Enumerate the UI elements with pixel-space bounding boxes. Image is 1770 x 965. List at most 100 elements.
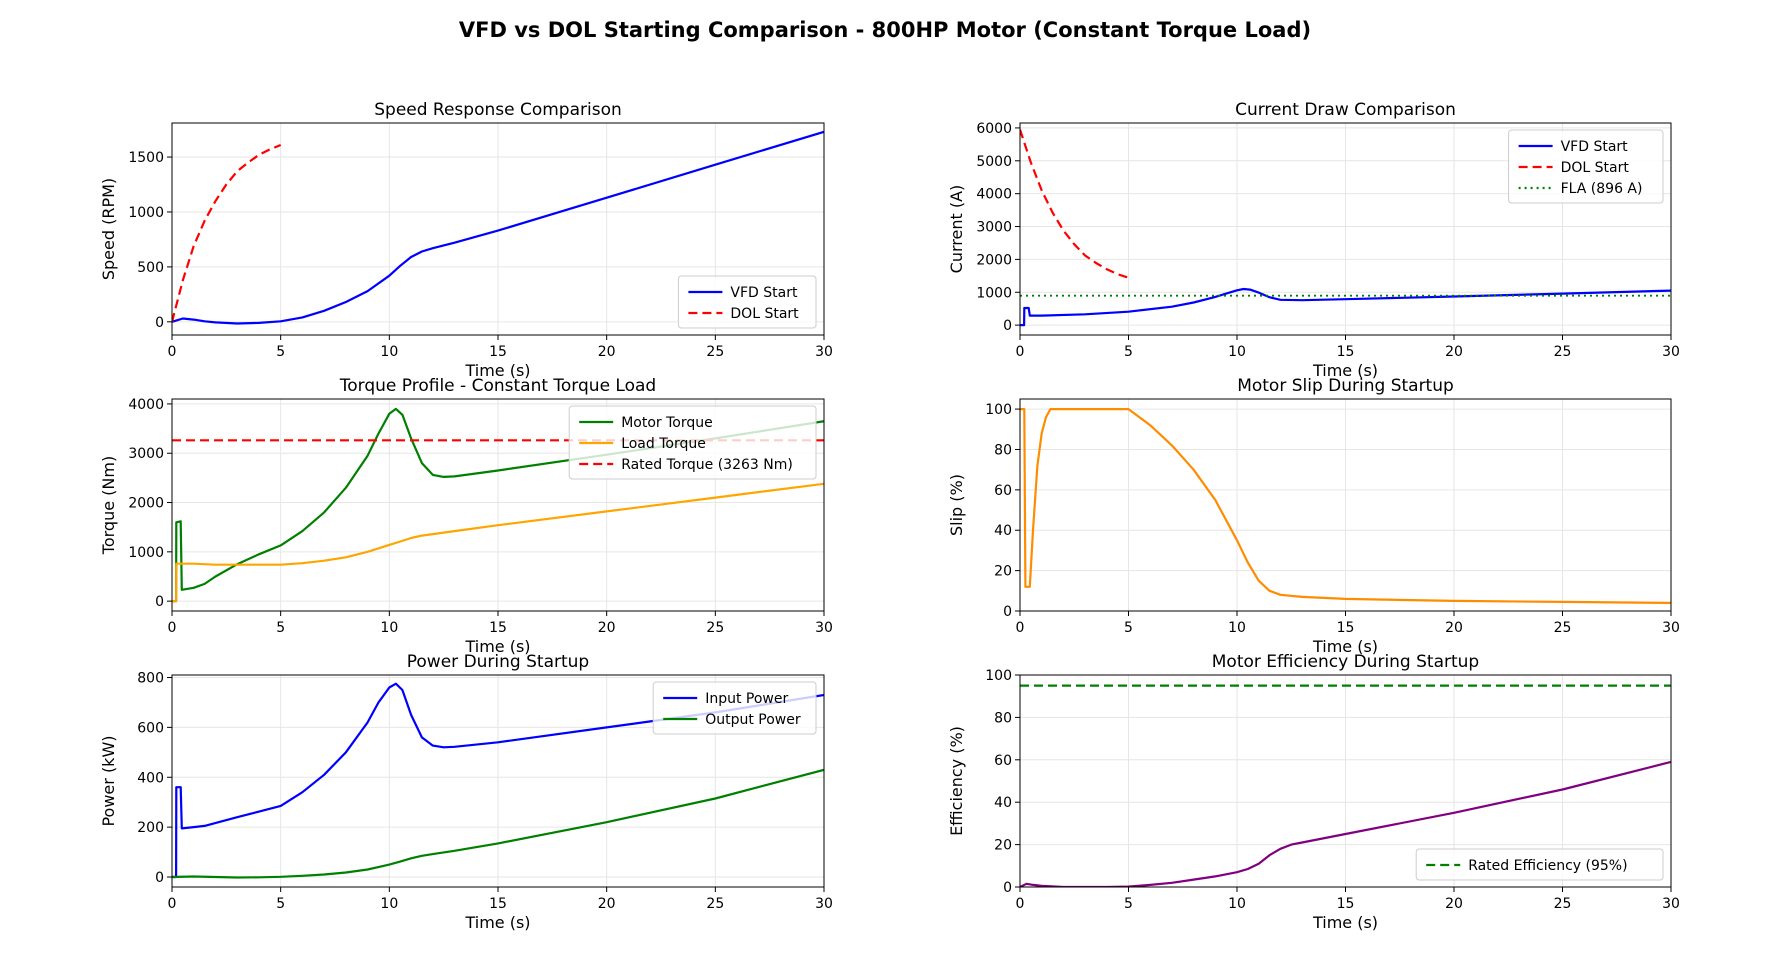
legend: VFD Start DOL Start [677, 275, 817, 329]
legend-label: Output Power [705, 712, 801, 728]
y-axis-label: Torque (Nm) [99, 456, 118, 555]
chart-torque: 0 5 10 15 20 25 30 0 1000 2000 3000 4000 Time (s) Tor… [99, 376, 833, 656]
legend: Rated Efficiency (95%) [1415, 848, 1664, 881]
y-axis-label: Slip (%) [947, 474, 966, 536]
legend-label: DOL Start [730, 306, 799, 322]
x-tick-label: 0 [168, 344, 177, 360]
x-tick-label: 30 [1662, 344, 1680, 360]
x-tick-label: 15 [489, 344, 507, 360]
chart-title: Motor Slip During Startup [1237, 376, 1454, 396]
x-tick-label: 10 [380, 896, 398, 912]
y-tick-label: 2000 [128, 496, 164, 512]
x-tick-label: 10 [1228, 344, 1246, 360]
series-line-current-1 [1020, 129, 1129, 279]
series-line-slip-0 [1020, 408, 1671, 604]
series-line-current-0 [1020, 287, 1671, 327]
x-tick-label: 25 [1554, 896, 1572, 912]
chart-slip: 0 5 10 15 20 25 30 0 20 40 60 80 100 Time (s) Slip (%)… [947, 376, 1680, 656]
x-tick-label: 25 [1554, 620, 1572, 636]
legend-label: Rated Efficiency (95%) [1468, 858, 1627, 874]
x-tick-label: 0 [1016, 344, 1025, 360]
legend: VFD Start DOL Start FLA (896 A) [1508, 129, 1664, 204]
y-axis-label: Efficiency (%) [947, 726, 966, 836]
x-tick-label: 20 [598, 344, 616, 360]
y-tick-label: 0 [155, 594, 164, 610]
x-tick-label: 30 [815, 896, 833, 912]
legend: Motor Torque Load Torque Rated Torque (326… [568, 405, 817, 480]
y-tick-label: 800 [137, 670, 164, 686]
series-line-power-0 [172, 682, 824, 879]
x-tick-label: 10 [380, 620, 398, 636]
y-tick-label: 1000 [128, 205, 164, 221]
y-tick-label: 60 [994, 753, 1012, 769]
y-tick-label: 1000 [128, 545, 164, 561]
x-axis-label: Time (s) [464, 913, 530, 932]
chart-title: Speed Response Comparison [374, 100, 622, 120]
legend-box [1415, 848, 1664, 881]
chart-title: Current Draw Comparison [1235, 100, 1456, 120]
series-line-torque-1 [172, 482, 824, 603]
x-tick-label: 5 [1124, 344, 1133, 360]
chart-title: Power During Startup [407, 652, 589, 672]
y-tick-label: 400 [137, 770, 164, 786]
x-tick-label: 0 [168, 620, 177, 636]
x-tick-label: 25 [1554, 344, 1572, 360]
x-tick-label: 25 [706, 620, 724, 636]
series-line-power-1 [172, 768, 824, 879]
y-tick-label: 5000 [976, 154, 1012, 170]
y-tick-label: 3000 [976, 220, 1012, 236]
x-tick-label: 5 [1124, 896, 1133, 912]
x-tick-label: 10 [1228, 620, 1246, 636]
y-tick-label: 100 [985, 402, 1012, 418]
x-tick-label: 20 [1445, 620, 1463, 636]
y-tick-label: 80 [994, 442, 1012, 458]
x-tick-label: 15 [1337, 620, 1355, 636]
y-axis-label: Current (A) [947, 185, 966, 274]
y-tick-label: 4000 [128, 397, 164, 413]
y-tick-label: 1000 [976, 285, 1012, 301]
y-tick-label: 20 [994, 838, 1012, 854]
x-tick-label: 15 [1337, 896, 1355, 912]
y-tick-label: 1500 [128, 150, 164, 166]
legend-label: Rated Torque (3263 Nm) [621, 457, 793, 473]
y-tick-label: 6000 [976, 121, 1012, 137]
x-tick-label: 30 [815, 344, 833, 360]
x-tick-label: 0 [168, 896, 177, 912]
figure-title: VFD vs DOL Starting Comparison - 800HP M… [458, 18, 1312, 42]
x-tick-label: 5 [276, 896, 285, 912]
legend-label: Motor Torque [621, 415, 713, 431]
y-tick-label: 3000 [128, 446, 164, 462]
legend-box [652, 681, 817, 735]
chart-efficiency: 0 5 10 15 20 25 30 0 20 40 60 80 100 Time (s) Efficien… [947, 652, 1680, 932]
x-tick-label: 30 [1662, 896, 1680, 912]
y-axis-label: Power (kW) [99, 735, 118, 826]
y-tick-label: 4000 [976, 187, 1012, 203]
y-tick-label: 40 [994, 795, 1012, 811]
legend-label: DOL Start [1561, 160, 1630, 176]
y-tick-label: 600 [137, 720, 164, 736]
y-axis-label: Speed (RPM) [99, 178, 118, 280]
x-axis-label: Time (s) [464, 637, 530, 656]
legend: Input Power Output Power [652, 681, 817, 735]
x-tick-label: 0 [1016, 896, 1025, 912]
series-line-torque-0 [172, 407, 824, 603]
x-tick-label: 20 [598, 896, 616, 912]
legend-box [1508, 129, 1664, 204]
x-tick-label: 30 [1662, 620, 1680, 636]
series-line-speed-1 [172, 143, 282, 323]
x-tick-label: 10 [380, 344, 398, 360]
x-tick-label: 5 [1124, 620, 1133, 636]
y-tick-label: 100 [985, 668, 1012, 684]
x-tick-label: 20 [1445, 896, 1463, 912]
y-tick-label: 200 [137, 820, 164, 836]
y-tick-label: 20 [994, 564, 1012, 580]
legend-box [568, 405, 817, 480]
chart-current: 0 5 10 15 20 25 30 0 1000 2000 3000 4000 5000 6000 Tim… [947, 100, 1680, 380]
y-tick-label: 0 [1003, 318, 1012, 334]
chart-speed: 0 5 10 15 20 25 30 0 500 1000 1500 Time (s) Speed (R… [99, 100, 833, 380]
legend-label: VFD Start [1561, 139, 1629, 155]
x-tick-label: 30 [815, 620, 833, 636]
legend-box [677, 275, 817, 329]
x-axis-label: Time (s) [464, 361, 530, 380]
